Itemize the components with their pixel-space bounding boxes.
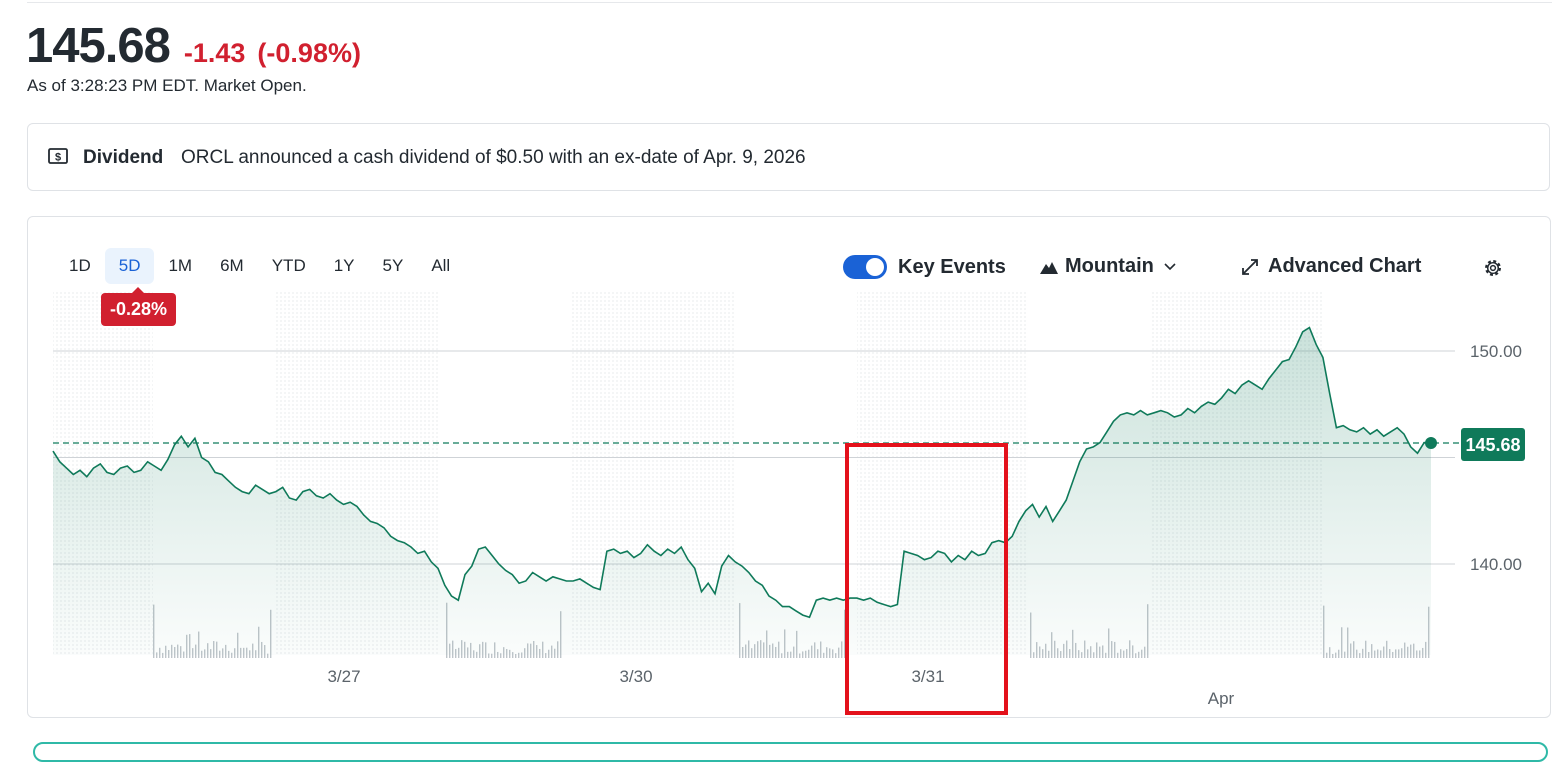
chart-card (27, 216, 1551, 718)
price-line (52, 326, 1432, 619)
volume-bar (1033, 652, 1035, 658)
top-divider (27, 2, 1552, 3)
volume-bar (799, 653, 801, 658)
advanced-chart-button[interactable]: Advanced Chart (1241, 255, 1421, 278)
volume-bar (1135, 653, 1137, 658)
volume-bar (488, 653, 490, 658)
range-change-badge: -0.28% (101, 287, 176, 326)
range-tab-5y[interactable]: 5Y (382, 256, 404, 275)
advanced-chart-label: Advanced Chart (1268, 255, 1422, 277)
volume-bar (162, 652, 164, 658)
chart-type-dropdown[interactable]: Mountain (1040, 255, 1176, 278)
current-price-tag: 145.68 (1461, 428, 1525, 461)
x-tick-label: Apr (1208, 689, 1235, 708)
x-tick-label: 3/30 (619, 667, 652, 686)
range-tab-6m[interactable]: 6M (220, 256, 244, 275)
volume-bar (491, 653, 493, 658)
range-tab-1m[interactable]: 1M (168, 256, 193, 275)
range-tab-ytd[interactable]: YTD (271, 256, 306, 275)
x-tick-label: 3/31 (911, 667, 944, 686)
volume-bar (515, 653, 517, 658)
range-tab-1d[interactable]: 1D (69, 256, 91, 275)
current-price-dot (1425, 437, 1437, 450)
range-tabs: 1D 5D 1M 6M YTD 1Y 5Y All (55, 248, 464, 284)
expand-icon (1242, 258, 1258, 275)
volume-bar (781, 653, 783, 658)
range-tab-1y[interactable]: 1Y (333, 256, 355, 275)
price-change: -1.43 (183, 38, 246, 68)
volume-bar (156, 652, 158, 658)
range-tab-5d[interactable]: 5D (104, 248, 155, 284)
current-price: 145.68 (26, 19, 171, 73)
y-tick-label: 150.00 (1470, 342, 1522, 361)
x-tick-label: 3/27 (327, 667, 360, 686)
volume-bar (835, 653, 837, 658)
volume-bar (267, 653, 269, 658)
dividend-text: ORCL announced a cash dividend of $0.50 … (181, 147, 806, 168)
key-events-label: Key Events (898, 256, 1006, 278)
dollar-bill-icon: $ (48, 148, 68, 164)
volume-bar (521, 652, 523, 658)
volume-bar (1117, 652, 1119, 658)
volume-bar (1335, 652, 1337, 658)
mountain-icon (1040, 261, 1058, 274)
volume-bar (518, 652, 520, 658)
volume-bar (512, 652, 514, 658)
volume-bar (1081, 652, 1083, 658)
volume-bar (231, 652, 233, 658)
next-section-card (33, 742, 1548, 762)
chart-type-label: Mountain (1065, 255, 1154, 277)
volume-bar (500, 653, 502, 658)
volume-bar (1326, 652, 1328, 658)
volume-bar (823, 652, 825, 658)
range-tab-all[interactable]: All (431, 256, 451, 275)
volume-bar (1332, 653, 1334, 658)
volume-bar (1359, 653, 1361, 658)
price-change-percent: (-0.98%) (257, 38, 361, 68)
quote-header: 145.68 -1.43 (-0.98%) (26, 18, 361, 74)
quote-timestamp: As of 3:28:23 PM EDT. Market Open. (27, 76, 307, 95)
price-area-fill (53, 327, 1431, 655)
toggle-knob (866, 258, 884, 276)
y-tick-label: 140.00 (1470, 555, 1522, 574)
volume-bar (1093, 652, 1095, 658)
key-events-toggle[interactable] (843, 255, 887, 279)
chevron-down-icon (1164, 262, 1176, 270)
volume-bar (1105, 652, 1107, 658)
current-price-tag-text: 145.68 (1465, 435, 1520, 455)
gear-icon[interactable] (1482, 257, 1504, 279)
dividend-notice: $ Dividend ORCL announced a cash dividen… (27, 123, 1550, 191)
volume-bar (545, 653, 547, 658)
svg-text:$: $ (55, 152, 61, 164)
dividend-title: Dividend (83, 147, 164, 168)
